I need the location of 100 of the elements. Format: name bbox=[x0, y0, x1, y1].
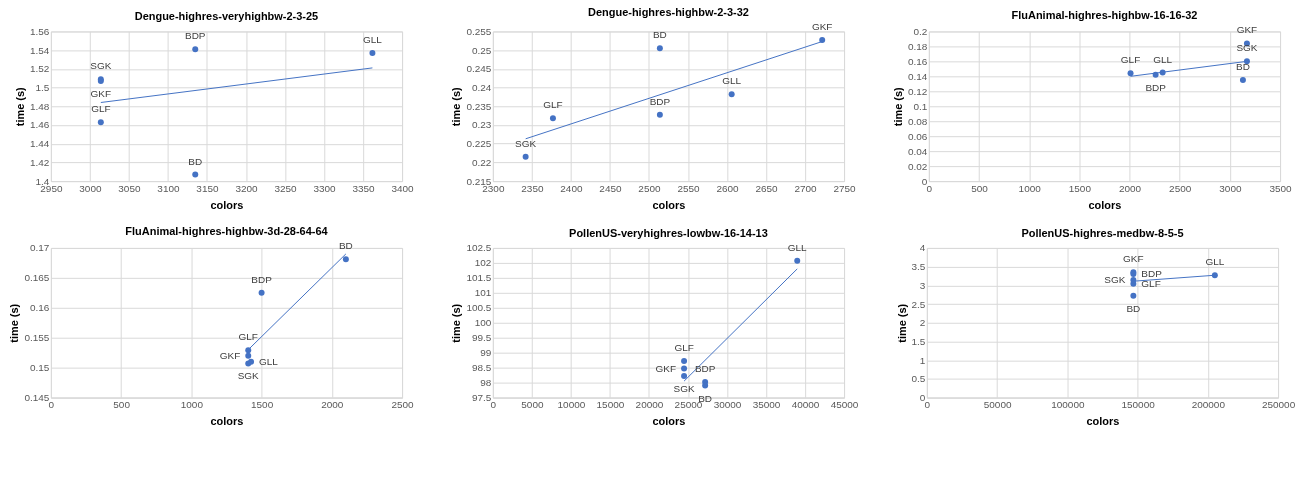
y-tick-label: 1.4 bbox=[35, 175, 50, 187]
annotation: BDP bbox=[185, 30, 206, 42]
y-tick-label: 0.165 bbox=[24, 272, 50, 284]
y-axis-title: time (s) bbox=[891, 86, 904, 127]
y-tick-label: 0.02 bbox=[907, 160, 928, 172]
y-tick-label: 0.17 bbox=[29, 242, 50, 254]
annotation: GLF bbox=[238, 331, 258, 343]
y-tick-label: 0.155 bbox=[24, 332, 50, 344]
y-tick-label: 0.235 bbox=[466, 100, 492, 112]
x-tick-label: 3150 bbox=[196, 182, 220, 194]
x-tick-label: 5000 bbox=[521, 399, 544, 411]
chart-title: PollenUS-highres-medbw-8-5-5 bbox=[1021, 226, 1184, 239]
x-tick-label: 3100 bbox=[157, 182, 180, 194]
annotation: BDP bbox=[1141, 268, 1163, 280]
x-tick-label: 20000 bbox=[635, 399, 664, 411]
x-tick-label: 2500 bbox=[1169, 182, 1192, 194]
annotation: GLF bbox=[543, 99, 563, 111]
x-tick-label: 50000 bbox=[983, 399, 1012, 411]
x-tick-label: 500 bbox=[113, 399, 131, 411]
y-tick-label: 101.5 bbox=[466, 272, 492, 284]
annotation: SGK bbox=[1236, 42, 1258, 54]
y-tick-label: 1.52 bbox=[29, 63, 50, 75]
x-axis-title: colors bbox=[210, 415, 244, 428]
y-tick-label: 0.225 bbox=[466, 138, 492, 150]
x-tick-label: 100000 bbox=[1051, 399, 1085, 411]
annotation: BDP bbox=[694, 363, 716, 375]
y-tick-label: 99.5 bbox=[471, 332, 492, 344]
y-tick-label: 0.255 bbox=[466, 25, 492, 37]
x-tick-label: 3500 bbox=[1269, 182, 1293, 194]
annotation: SGK bbox=[90, 60, 112, 72]
x-tick-label: 2650 bbox=[755, 182, 779, 194]
annotation: GLF bbox=[1141, 277, 1161, 289]
y-tick-label: 100 bbox=[474, 317, 492, 329]
y-tick-label: 102 bbox=[474, 257, 492, 269]
y-tick-label: 3.5 bbox=[911, 261, 926, 273]
y-axis-title: time (s) bbox=[450, 303, 463, 343]
x-tick-label: 3000 bbox=[79, 182, 102, 194]
x-tick-label: 2000 bbox=[1118, 182, 1142, 194]
y-tick-label: 0.145 bbox=[24, 392, 50, 404]
y-tick-label: 0.22 bbox=[471, 156, 492, 168]
x-tick-label: 2000 bbox=[321, 399, 344, 411]
y-axis-title: time (s) bbox=[13, 86, 26, 127]
y-tick-label: 0.5 bbox=[911, 373, 926, 385]
annotation: BD bbox=[188, 155, 203, 167]
annotation: GLF bbox=[1120, 54, 1141, 66]
y-axis-title: time (s) bbox=[450, 86, 463, 127]
annotation: GLL bbox=[1205, 256, 1225, 268]
x-tick-label: 30000 bbox=[713, 399, 742, 411]
x-tick-label: 250000 bbox=[1261, 399, 1296, 411]
y-tick-label: 0.15 bbox=[29, 362, 50, 374]
chart-title: Dengue-highres-highbw-2-3-32 bbox=[588, 6, 749, 19]
y-tick-label: 1.46 bbox=[29, 119, 50, 131]
annotation: GLF bbox=[91, 103, 111, 115]
y-tick-label: 2.5 bbox=[911, 298, 926, 310]
annotation: GKF bbox=[655, 362, 677, 374]
x-axis-title: colors bbox=[1086, 415, 1120, 428]
y-tick-label: 0.215 bbox=[466, 175, 492, 187]
y-tick-label: 99 bbox=[480, 347, 492, 359]
annotation: SGK bbox=[673, 383, 695, 394]
annotation: GLF bbox=[674, 342, 694, 354]
x-tick-label: 500 bbox=[971, 182, 989, 194]
annotation: SGK bbox=[237, 370, 260, 382]
y-tick-label: 97.5 bbox=[471, 392, 492, 404]
y-tick-label: 0.04 bbox=[907, 145, 928, 157]
annotation: GLL bbox=[787, 241, 808, 253]
y-tick-label: 0.25 bbox=[471, 44, 492, 56]
y-tick-label: 98 bbox=[480, 377, 492, 389]
x-tick-label: 1000 bbox=[180, 399, 204, 411]
y-tick-label: 0.1 bbox=[913, 100, 928, 112]
x-axis-title: colors bbox=[210, 198, 244, 211]
y-tick-label: 0.23 bbox=[471, 119, 492, 131]
chart-title: Dengue-highres-veryhighbw-2-3-25 bbox=[134, 10, 319, 23]
annotation: GKF bbox=[1236, 24, 1258, 36]
y-tick-label: 0.245 bbox=[466, 63, 492, 75]
x-tick-label: 2550 bbox=[677, 182, 701, 194]
x-tick-label: 3000 bbox=[1219, 182, 1242, 194]
x-tick-label: 2750 bbox=[833, 182, 857, 194]
chart-title: FluAnimal-highres-highbw-3d-28-64-64 bbox=[125, 225, 329, 238]
x-tick-label: 2350 bbox=[521, 182, 544, 194]
annotation: GKF bbox=[1123, 253, 1144, 265]
y-tick-label: 1.5 bbox=[911, 335, 926, 347]
y-tick-label: 1.42 bbox=[29, 156, 50, 168]
x-axis-title: colors bbox=[652, 198, 686, 211]
annotation: BDP bbox=[1145, 81, 1167, 93]
x-tick-label: 45000 bbox=[830, 399, 859, 411]
chart-title: FluAnimal-highres-highbw-16-16-32 bbox=[1011, 9, 1198, 22]
y-tick-label: 98.5 bbox=[471, 362, 492, 374]
y-tick-label: 0.08 bbox=[907, 115, 928, 127]
x-tick-label: 3300 bbox=[313, 182, 337, 194]
y-tick-label: 102.5 bbox=[466, 242, 492, 254]
y-tick-label: 0.06 bbox=[907, 130, 928, 142]
annotation: GLL bbox=[363, 33, 383, 45]
x-tick-label: 2450 bbox=[599, 182, 622, 194]
y-tick-label: 0.16 bbox=[907, 55, 928, 67]
annotation: BDP bbox=[649, 95, 671, 107]
x-tick-label: 10000 bbox=[557, 399, 586, 411]
x-tick-label: 3400 bbox=[391, 182, 415, 194]
y-tick-label: 0.12 bbox=[907, 85, 928, 97]
x-tick-label: 2700 bbox=[794, 182, 818, 194]
x-tick-label: 3050 bbox=[118, 182, 141, 194]
